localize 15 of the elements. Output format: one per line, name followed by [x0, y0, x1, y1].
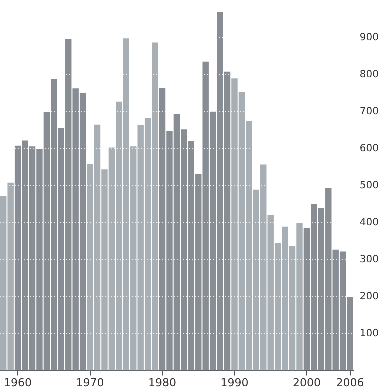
y-tick-label: 200	[360, 291, 380, 302]
y-tick-label: 900	[360, 32, 380, 44]
y-tick-label: 600	[360, 143, 380, 154]
y-tick-label: 400	[360, 217, 380, 228]
y-tick-label: 300	[360, 254, 380, 266]
y-tick-label: 500	[360, 180, 380, 192]
x-tick-label: 1970	[76, 376, 104, 390]
x-tick-label: 2000	[292, 376, 321, 390]
y-tick-label: 100	[360, 328, 380, 340]
x-tick-label: 1980	[148, 376, 177, 390]
x-tick-label: 2006	[336, 376, 364, 390]
y-tick-label: 700	[360, 106, 380, 118]
x-tick-label: 1960	[4, 376, 32, 390]
y-tick-label: 800	[360, 69, 380, 80]
x-tick-label: 1990	[220, 376, 249, 390]
